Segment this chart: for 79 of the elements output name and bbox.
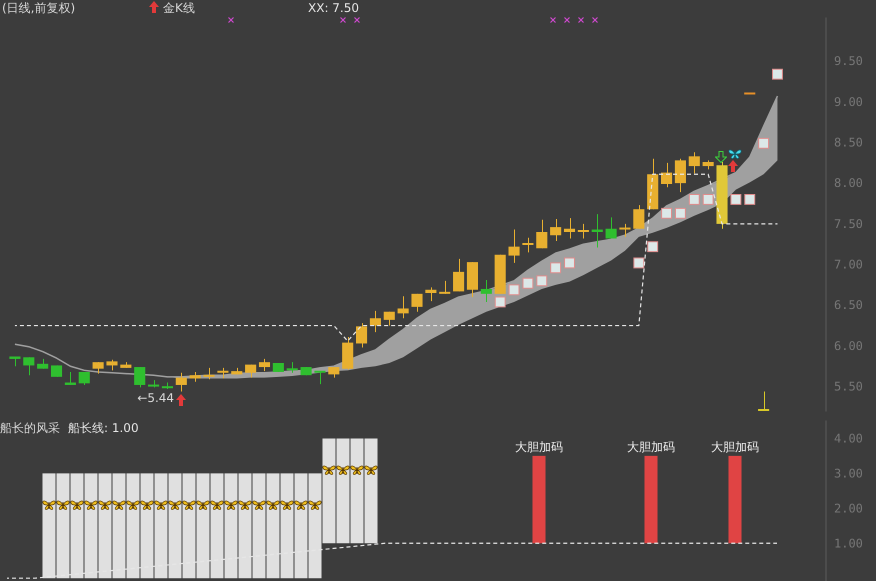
candlestick bbox=[370, 310, 381, 333]
candlestick bbox=[78, 371, 90, 386]
y-tick-label: 8.50 bbox=[834, 136, 863, 150]
candlestick bbox=[592, 214, 603, 248]
candlestick bbox=[398, 296, 409, 319]
candlestick bbox=[508, 229, 520, 264]
candlestick bbox=[633, 204, 644, 230]
candlestick bbox=[245, 364, 256, 378]
candlestick bbox=[536, 219, 548, 249]
candlestick bbox=[606, 216, 617, 240]
candlestick bbox=[758, 390, 770, 412]
y-tick-label: 8.00 bbox=[834, 176, 863, 190]
candlestick bbox=[425, 286, 436, 302]
y-tick-label: 9.00 bbox=[834, 94, 863, 109]
candlestick bbox=[23, 356, 34, 376]
point bbox=[508, 284, 520, 296]
bar bbox=[728, 456, 742, 544]
candlestick bbox=[619, 223, 631, 238]
candlestick bbox=[578, 223, 589, 240]
point bbox=[674, 208, 686, 219]
point bbox=[702, 194, 714, 205]
candlestick bbox=[328, 366, 340, 378]
point bbox=[494, 296, 506, 308]
candlestick bbox=[453, 258, 464, 292]
candlestick bbox=[217, 367, 228, 379]
y-tick-label: 5.50 bbox=[834, 380, 863, 394]
candlestick bbox=[314, 370, 326, 385]
candlestick bbox=[106, 359, 118, 371]
candlestick bbox=[190, 371, 201, 382]
candlestick bbox=[439, 280, 450, 294]
candlestick bbox=[64, 371, 76, 386]
data-label: 大胆加码 bbox=[515, 440, 563, 454]
candlestick bbox=[286, 362, 298, 374]
point bbox=[536, 275, 548, 286]
chart-title: (日线,前复权) bbox=[2, 1, 76, 15]
candlestick bbox=[258, 358, 270, 372]
point bbox=[522, 278, 534, 289]
y-tick-label: 7.00 bbox=[834, 258, 863, 272]
bar bbox=[532, 456, 546, 544]
y-tick-label: 2.00 bbox=[834, 501, 863, 516]
point bbox=[633, 257, 644, 268]
y-tick-label: 7.50 bbox=[834, 216, 863, 231]
candlestick bbox=[564, 218, 576, 240]
candlestick bbox=[356, 322, 368, 348]
point bbox=[730, 194, 742, 205]
y-tick-label: 4.00 bbox=[834, 431, 863, 446]
text: 金K线 bbox=[163, 1, 195, 15]
bar bbox=[644, 456, 658, 544]
point bbox=[550, 262, 562, 274]
point bbox=[758, 138, 770, 149]
candlestick bbox=[661, 162, 672, 188]
y-tick-label: 6.00 bbox=[834, 338, 863, 353]
candlestick bbox=[522, 237, 534, 253]
point bbox=[688, 194, 700, 205]
chart-title: 船长的风采 bbox=[0, 421, 60, 435]
candlestick bbox=[674, 158, 686, 193]
point bbox=[647, 241, 658, 252]
data-label: 大胆加码 bbox=[711, 440, 759, 454]
point bbox=[772, 68, 783, 80]
candlestick bbox=[550, 218, 562, 242]
data-label: 大胆加码 bbox=[627, 440, 675, 454]
candlestick bbox=[384, 311, 395, 326]
text: 船长线: 1.00 bbox=[68, 421, 139, 435]
y-tick-label: 9.50 bbox=[834, 54, 863, 68]
candlestick bbox=[203, 367, 215, 380]
candlestick bbox=[134, 366, 146, 388]
y-tick-label: 3.00 bbox=[834, 466, 863, 480]
annotation: ←5.44 bbox=[137, 391, 174, 406]
point bbox=[661, 208, 672, 219]
candlestick bbox=[92, 362, 104, 374]
point bbox=[564, 257, 575, 268]
point bbox=[744, 194, 756, 205]
text: XX: 7.50 bbox=[308, 1, 360, 15]
candlestick bbox=[176, 372, 187, 392]
y-tick-label: 6.50 bbox=[834, 298, 863, 312]
candlestick bbox=[480, 280, 492, 302]
y-tick-label: 1.00 bbox=[834, 536, 863, 550]
candlestick bbox=[411, 293, 423, 312]
candlestick bbox=[688, 152, 700, 174]
